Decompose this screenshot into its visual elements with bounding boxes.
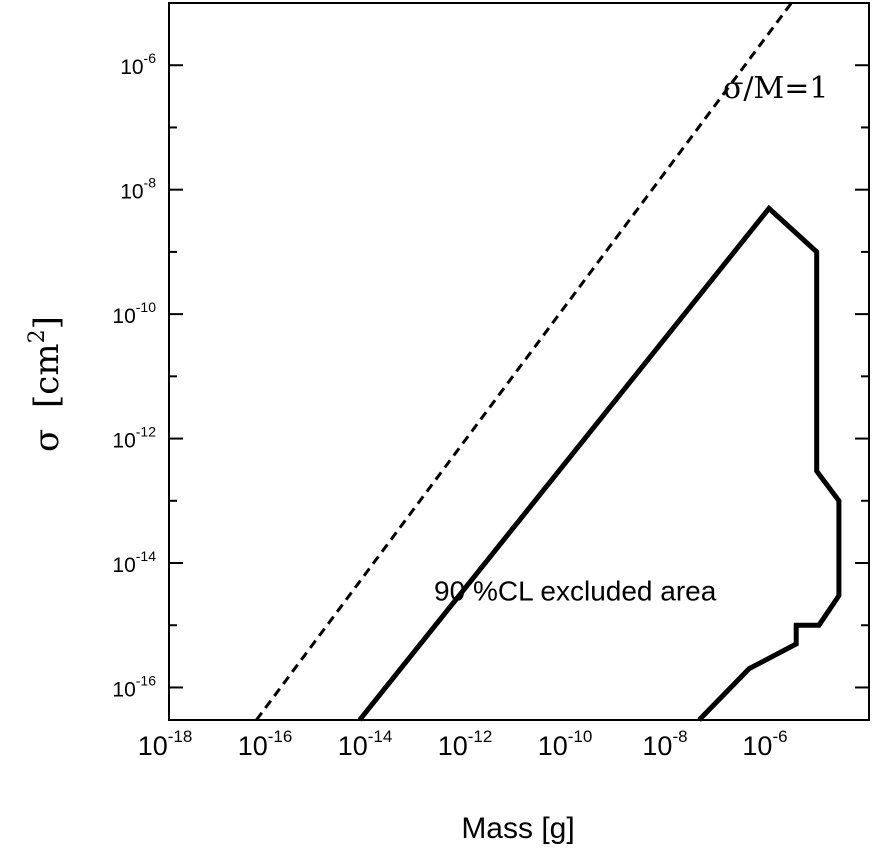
- y-axis-unit: [cm: [27, 343, 67, 408]
- svg-text:σ [cm2]: σ [cm2]: [25, 316, 67, 452]
- y-axis-symbol: σ: [27, 429, 67, 452]
- y-tick-label: 10-8: [120, 175, 156, 204]
- y-axis-unit-exp: 2: [25, 329, 50, 343]
- y-tick-label: 10-16: [112, 672, 156, 701]
- y-tick-label: 10-14: [112, 548, 156, 577]
- y-tick-label: 10-10: [112, 299, 156, 328]
- dashed-line-sigma-over-m: [255, 2, 793, 721]
- plot-frame: [168, 2, 870, 721]
- x-tick-label: 10-12: [438, 727, 493, 761]
- x-tick-label: 10-14: [338, 727, 393, 761]
- y-axis-unit-close: ]: [27, 316, 67, 329]
- annotations: σ/M=1 90 %CL excluded area: [434, 71, 828, 607]
- x-tick-label: 10-10: [538, 727, 593, 761]
- data-series: [255, 2, 842, 722]
- x-tick-labels: 10-18 10-16 10-14 10-12 10-10 10-8 10-6: [138, 727, 788, 761]
- y-tick-label: 10-12: [112, 424, 156, 453]
- x-tick-label: 10-18: [138, 727, 193, 761]
- axis-ticks: [169, 2, 869, 689]
- excluded-area-label: 90 %CL excluded area: [434, 575, 717, 606]
- y-tick-label: 10-6: [120, 50, 156, 79]
- x-tick-label: 10-16: [238, 727, 293, 761]
- y-axis-title: σ [cm2]: [25, 316, 67, 452]
- sigma-over-m-label: σ/M=1: [723, 71, 829, 106]
- x-tick-label: 10-6: [742, 727, 787, 761]
- exclusion-boundary-line: [357, 204, 842, 722]
- x-axis-title: Mass [g]: [461, 812, 574, 845]
- y-tick-labels: 10-6 10-8 10-10 10-12 10-14 10-16: [112, 50, 156, 701]
- x-tick-label: 10-8: [642, 727, 687, 761]
